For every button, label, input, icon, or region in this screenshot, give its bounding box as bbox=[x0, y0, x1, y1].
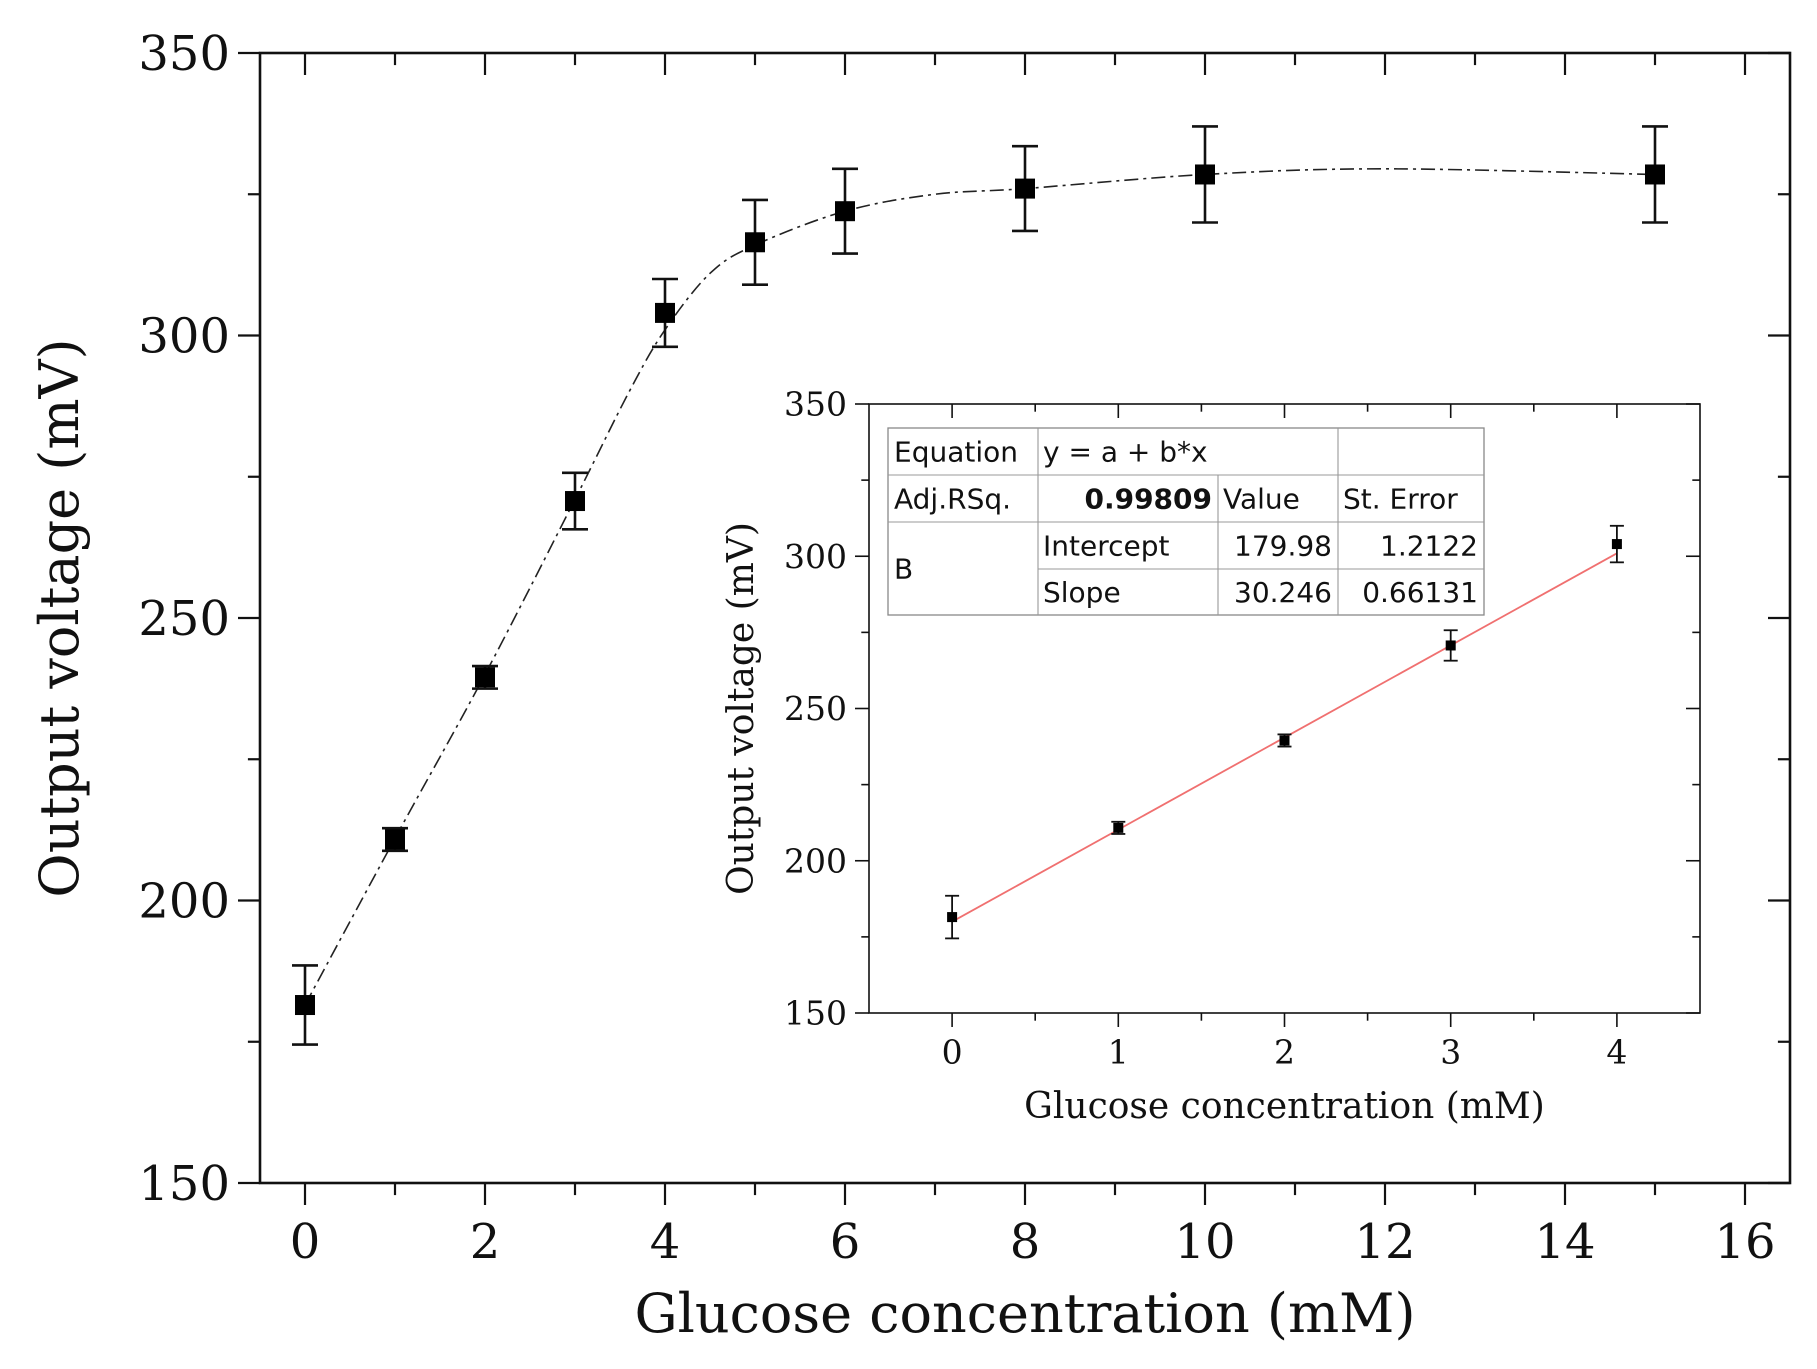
fit-table-cell: Equation bbox=[894, 436, 1018, 469]
x-tick-label: 8 bbox=[1010, 1214, 1041, 1270]
x-tick-label: 16 bbox=[1714, 1214, 1775, 1270]
x-tick-label: 6 bbox=[830, 1214, 861, 1270]
data-point bbox=[475, 667, 495, 688]
data-point bbox=[1645, 164, 1665, 185]
y-tick-label: 150 bbox=[784, 994, 847, 1033]
fit-table-cell: 0.66131 bbox=[1362, 576, 1478, 609]
fit-table-cell: y = a + b*x bbox=[1043, 436, 1208, 469]
y-tick-label: 300 bbox=[784, 537, 847, 576]
data-point bbox=[1611, 539, 1622, 550]
fit-table-cell: B bbox=[894, 553, 913, 586]
fit-table-cell: Slope bbox=[1043, 576, 1121, 609]
y-tick-label: 300 bbox=[138, 308, 230, 364]
fit-table-cell: 30.246 bbox=[1234, 576, 1332, 609]
y-tick-label: 350 bbox=[784, 385, 847, 424]
fit-table-cell: Adj.RSq. bbox=[894, 483, 1011, 516]
data-point bbox=[1113, 822, 1124, 833]
data-point bbox=[835, 201, 855, 222]
fit-table-cell: St. Error bbox=[1343, 483, 1458, 516]
x-tick-label: 2 bbox=[470, 1214, 501, 1270]
data-point bbox=[385, 829, 405, 850]
x-tick-label: 14 bbox=[1534, 1214, 1595, 1270]
fit-table: Equation y = a + b*x Adj.RSq. 0.99809 Value S… bbox=[887, 427, 1485, 616]
x-tick-label: 12 bbox=[1354, 1214, 1415, 1270]
y-axis-title: Output voltage (mV) bbox=[28, 338, 91, 897]
y-axis-title: Output voltage (mV) bbox=[721, 522, 762, 895]
fit-table-cell: 0.99809 bbox=[1084, 483, 1212, 516]
x-tick-label: 0 bbox=[290, 1214, 321, 1270]
y-tick-label: 200 bbox=[784, 841, 847, 880]
data-point bbox=[1279, 735, 1290, 746]
data-point bbox=[947, 912, 958, 923]
fit-table-cell: Value bbox=[1223, 483, 1300, 516]
x-axis-title: Glucose concentration (mM) bbox=[1024, 1086, 1545, 1127]
data-point bbox=[745, 232, 765, 253]
y-tick-label: 200 bbox=[138, 873, 230, 929]
data-point bbox=[295, 995, 315, 1016]
fit-curve bbox=[304, 168, 1656, 1006]
x-tick-label: 10 bbox=[1174, 1214, 1235, 1270]
x-tick-label: 1 bbox=[1108, 1032, 1129, 1071]
data-point bbox=[1015, 178, 1035, 199]
data-point bbox=[1445, 640, 1456, 651]
x-tick-label: 2 bbox=[1274, 1032, 1295, 1071]
data-point bbox=[655, 302, 675, 323]
data-point bbox=[565, 491, 585, 512]
x-axis-title: Glucose concentration (mM) bbox=[634, 1282, 1415, 1345]
y-tick-label: 250 bbox=[784, 689, 847, 728]
inset-plot: 0 1 2 3 4 150 200 250 300 350 Glucose concentratio… bbox=[721, 385, 1701, 1127]
x-tick-label: 4 bbox=[650, 1214, 681, 1270]
fit-table-cell: 179.98 bbox=[1234, 530, 1332, 563]
fit-table-cell: 1.2122 bbox=[1380, 530, 1478, 563]
y-tick-label: 350 bbox=[138, 26, 230, 82]
x-tick-label: 3 bbox=[1440, 1032, 1461, 1071]
y-tick-label: 150 bbox=[138, 1156, 230, 1212]
x-tick-label: 0 bbox=[942, 1032, 963, 1071]
data-point bbox=[1195, 164, 1215, 185]
fit-table-cell: Intercept bbox=[1043, 530, 1170, 563]
y-tick-label: 250 bbox=[138, 591, 230, 647]
x-tick-label: 4 bbox=[1606, 1032, 1627, 1071]
